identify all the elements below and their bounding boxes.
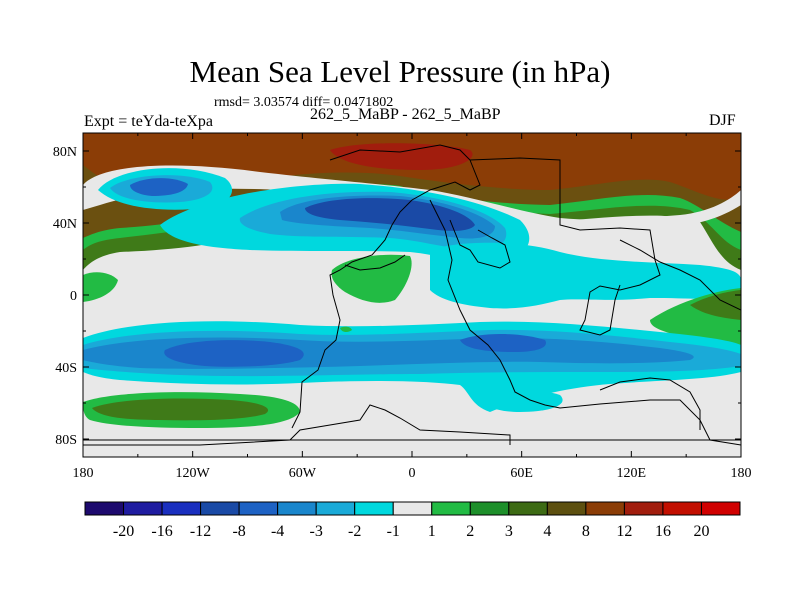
x-axis-labels: 180 120W 60W 0 60E 120E 180 bbox=[73, 466, 752, 481]
y-tick-label: 40S bbox=[55, 361, 77, 376]
subtitle: 262_5_MaBP - 262_5_MaBP bbox=[310, 106, 501, 123]
colorbar-swatch bbox=[623, 501, 664, 516]
colorbar-label: 16 bbox=[655, 523, 671, 540]
asia-cyan-tongue bbox=[430, 242, 741, 309]
south-pacific-darkgreen bbox=[92, 398, 269, 421]
x-tick-label: 60W bbox=[289, 466, 317, 481]
colorbar-swatch bbox=[392, 501, 433, 516]
colorbar-label: 2 bbox=[466, 523, 474, 540]
colorbar-label: -4 bbox=[271, 523, 284, 540]
colorbar-swatch bbox=[662, 501, 702, 516]
x-tick-label: 180 bbox=[731, 466, 752, 481]
colorbar-swatch bbox=[84, 501, 125, 516]
colorbar-label: -12 bbox=[190, 523, 211, 540]
colorbar-swatch bbox=[277, 501, 317, 516]
x-tick-label: 120W bbox=[176, 466, 211, 481]
southern-core-indian bbox=[460, 334, 546, 352]
map-field bbox=[83, 133, 741, 457]
coast-greenland bbox=[344, 254, 406, 271]
y-tick-label: 80S bbox=[55, 433, 77, 448]
coast-australia bbox=[599, 377, 701, 430]
coast-north-america bbox=[291, 144, 481, 429]
colorbar-swatch bbox=[315, 501, 356, 516]
north-atlantic-core bbox=[305, 198, 475, 231]
x-tick-label: 180 bbox=[73, 466, 94, 481]
colorbar-swatch bbox=[161, 501, 202, 516]
coastlines bbox=[83, 144, 741, 446]
south-atlantic-cyan bbox=[480, 389, 563, 412]
colorbar-label: -20 bbox=[113, 523, 134, 540]
colorbar-label: -2 bbox=[348, 523, 361, 540]
chart-title: Mean Sea Level Pressure (in hPa) bbox=[189, 54, 611, 89]
colorbar-label: 1 bbox=[428, 523, 436, 540]
colorbar-swatch bbox=[238, 501, 279, 516]
pacific-green-patch bbox=[83, 272, 118, 302]
colorbar-swatch bbox=[200, 501, 240, 516]
north-pacific-core bbox=[130, 178, 188, 196]
pacific-small-green bbox=[340, 326, 352, 333]
season-label: DJF bbox=[709, 112, 736, 129]
colorbar-label: 8 bbox=[582, 523, 590, 540]
colorbar-label: -8 bbox=[232, 523, 245, 540]
colorbar-label: -1 bbox=[387, 523, 400, 540]
colorbar-swatch bbox=[585, 501, 625, 516]
colorbar-swatch bbox=[431, 501, 471, 516]
y-tick-label: 80N bbox=[53, 145, 77, 160]
coast-africa bbox=[449, 219, 511, 269]
colorbar-swatch bbox=[354, 501, 394, 516]
colorbar-label: 4 bbox=[543, 523, 551, 540]
colorbar-label: 3 bbox=[505, 523, 513, 540]
coast-asia-east bbox=[619, 239, 741, 311]
experiment-label: Expt = teYda-teXpa bbox=[84, 113, 213, 130]
y-tick-label: 40N bbox=[53, 217, 77, 232]
colorbar-swatch bbox=[469, 501, 510, 516]
southern-core-west bbox=[164, 340, 304, 367]
colorbar-label: -3 bbox=[310, 523, 323, 540]
axis-ticks bbox=[82, 133, 742, 457]
colorbar-labels: -20 -16 -12 -8 -4 -3 -2 -1 1 2 3 4 8 12 16 20 bbox=[113, 523, 710, 540]
x-tick-label: 60E bbox=[510, 466, 533, 481]
colorbar bbox=[84, 501, 741, 516]
coast-south-america bbox=[429, 199, 741, 446]
y-axis-labels: 80N 40N 0 40S 80S bbox=[53, 145, 77, 448]
colorbar-swatch bbox=[700, 501, 741, 516]
colorbar-label: -16 bbox=[151, 523, 172, 540]
colorbar-swatch bbox=[123, 501, 163, 516]
stats-text: rmsd= 3.03574 diff= 0.0471802 bbox=[214, 95, 394, 110]
colorbar-swatch bbox=[508, 501, 548, 516]
southeast-darkgreen bbox=[690, 290, 741, 320]
colorbar-label: 20 bbox=[693, 523, 709, 540]
coast-europe-asia bbox=[469, 157, 661, 336]
x-tick-label: 0 bbox=[409, 466, 416, 481]
y-tick-label: 0 bbox=[70, 289, 77, 304]
colorbar-swatch bbox=[546, 501, 587, 516]
x-tick-label: 120E bbox=[617, 466, 647, 481]
colorbar-label: 12 bbox=[616, 523, 632, 540]
